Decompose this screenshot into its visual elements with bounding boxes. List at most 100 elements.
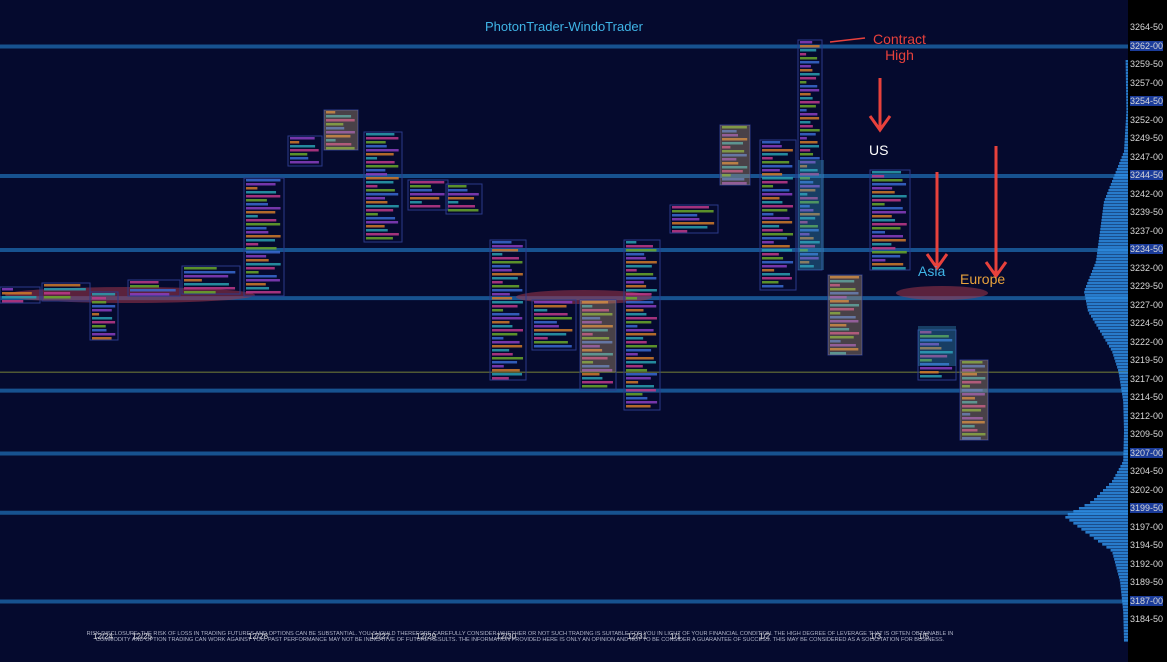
- tpo-row: [582, 365, 610, 368]
- tpo-row: [246, 187, 258, 190]
- tpo-row: [800, 229, 819, 232]
- tpo-row: [762, 249, 793, 252]
- tpo-row: [762, 181, 788, 184]
- tpo-row: [582, 301, 609, 304]
- tpo-row: [762, 185, 774, 188]
- date-tick-label: 1/2: [759, 632, 771, 641]
- volume-bar: [1121, 156, 1128, 159]
- volume-bar: [1109, 483, 1128, 486]
- tpo-row: [800, 85, 818, 88]
- tpo-row: [872, 171, 902, 174]
- volume-bar: [1117, 471, 1128, 474]
- tpo-row: [762, 189, 790, 192]
- volume-bar: [1123, 441, 1128, 444]
- volume-bar: [1091, 315, 1128, 318]
- tpo-row: [830, 280, 855, 283]
- volume-bar: [1121, 387, 1128, 390]
- tpo-row: [246, 235, 281, 238]
- volume-bar: [1123, 456, 1128, 459]
- tpo-row: [92, 337, 112, 340]
- volume-bar: [1123, 639, 1128, 642]
- value-area-box: [960, 360, 988, 440]
- tpo-profiles: [0, 39, 989, 441]
- volume-bar: [1115, 171, 1128, 174]
- contract-high-line2: High: [885, 47, 914, 63]
- tpo-row: [492, 329, 523, 332]
- tpo-row: [366, 205, 399, 208]
- volume-bar: [1121, 594, 1128, 597]
- volume-bar: [1092, 270, 1128, 273]
- tpo-row: [762, 153, 788, 156]
- tpo-box: [127, 279, 181, 297]
- price-tick-label: 3264-50: [1130, 22, 1164, 32]
- tpo-row: [872, 251, 907, 254]
- volume-bar: [1120, 585, 1128, 588]
- tpo-row: [492, 369, 520, 372]
- tpo-row: [290, 137, 315, 140]
- volume-bar: [1123, 612, 1128, 615]
- tpo-row: [762, 193, 793, 196]
- tpo-row: [492, 273, 523, 276]
- volume-bar: [1123, 624, 1128, 627]
- volume-bar: [1119, 378, 1128, 381]
- tpo-row: [184, 267, 217, 270]
- volume-bar: [1126, 105, 1128, 108]
- tpo-row: [830, 316, 856, 319]
- tpo-row: [492, 269, 512, 272]
- tpo-box: [181, 265, 241, 295]
- tpo-row: [492, 297, 513, 300]
- tpo-row: [534, 329, 573, 332]
- tpo-row: [872, 223, 907, 226]
- volume-bar: [1097, 249, 1128, 252]
- tpo-row: [290, 141, 300, 144]
- tpo-row: [534, 313, 568, 316]
- tpo-row: [492, 337, 504, 340]
- tpo-row: [366, 133, 395, 136]
- tpo-row: [762, 269, 775, 272]
- tpo-row: [246, 255, 267, 258]
- tpo-row: [366, 181, 394, 184]
- tpo-row: [246, 263, 281, 266]
- volume-bar: [1125, 132, 1128, 135]
- tpo-row: [534, 337, 548, 340]
- tpo-row: [582, 373, 600, 376]
- volume-bar: [1125, 120, 1128, 123]
- tpo-row: [534, 321, 557, 324]
- tpo-row: [626, 317, 657, 320]
- tpo-row: [800, 97, 813, 100]
- price-tick-label: 3239-50: [1130, 207, 1164, 217]
- volume-bar: [1106, 546, 1128, 549]
- volume-bar: [1110, 348, 1128, 351]
- tpo-row: [626, 333, 657, 336]
- volume-bar: [1090, 273, 1128, 276]
- volume-bar: [1123, 447, 1128, 450]
- tpo-row: [872, 207, 903, 210]
- tpo-row: [246, 219, 277, 222]
- tpo-row: [962, 417, 983, 420]
- tpo-row: [872, 199, 901, 202]
- price-tick-label: 3204-50: [1130, 466, 1164, 476]
- tpo-row: [366, 201, 388, 204]
- volume-bar: [1073, 510, 1128, 513]
- tpo-row: [762, 201, 783, 204]
- tpo-row: [366, 153, 394, 156]
- tpo-row: [130, 285, 160, 288]
- tpo-row: [448, 197, 475, 200]
- price-tick-label: 3192-00: [1130, 558, 1164, 569]
- tpo-row: [722, 134, 739, 137]
- volume-bar: [1120, 381, 1128, 384]
- tpo-row: [920, 375, 942, 378]
- tpo-row: [800, 165, 808, 168]
- volume-bar: [1113, 555, 1128, 558]
- tpo-row: [626, 305, 657, 308]
- tpo-row: [920, 343, 939, 346]
- tpo-row: [920, 371, 939, 374]
- tpo-row: [92, 325, 106, 328]
- tpo-row: [366, 189, 395, 192]
- volume-bar: [1125, 126, 1128, 129]
- tpo-row: [582, 361, 594, 364]
- volume-bar: [1120, 159, 1128, 162]
- tpo-row: [492, 289, 523, 292]
- tpo-row: [626, 341, 647, 344]
- volume-bar: [1085, 297, 1128, 300]
